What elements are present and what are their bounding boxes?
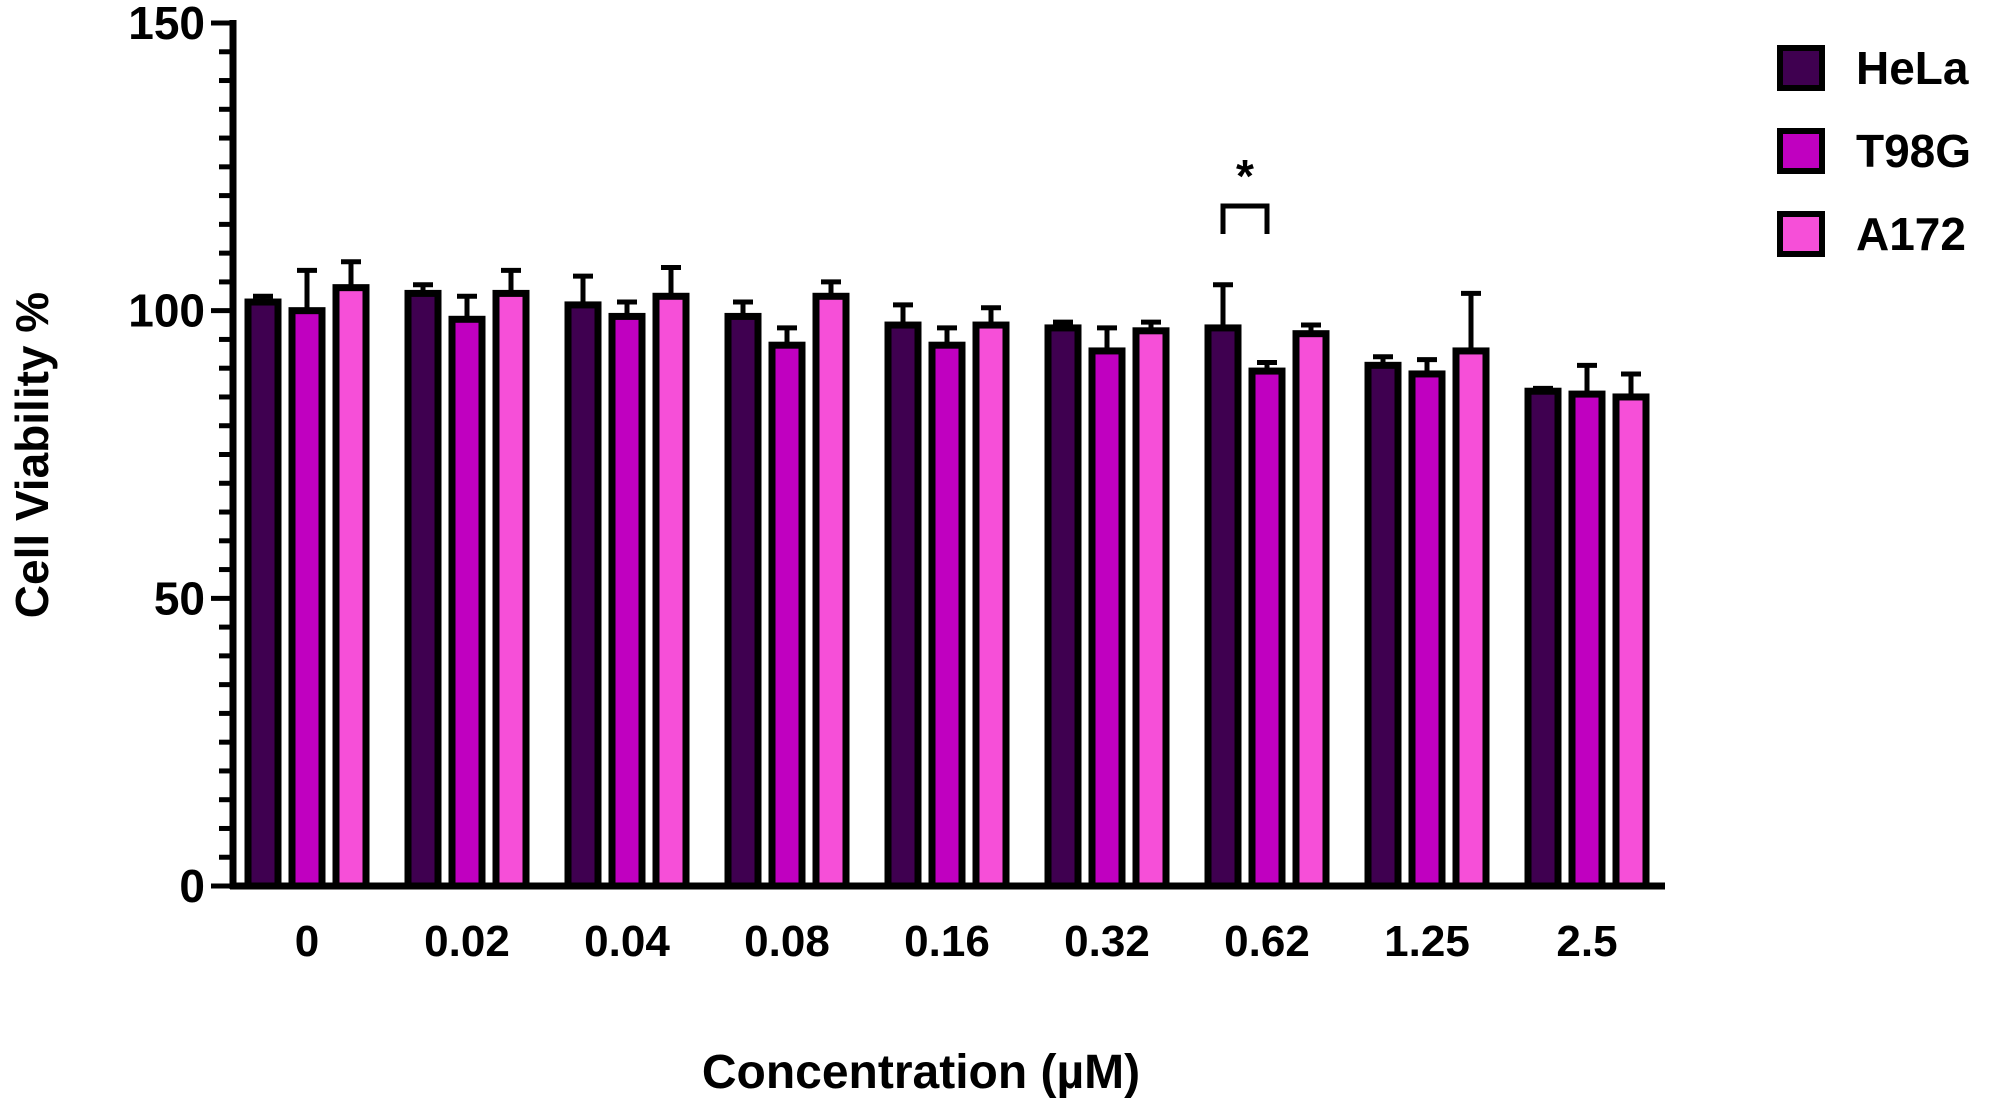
bar-group-a172 <box>972 305 1010 890</box>
bar-group-t98g <box>448 293 486 890</box>
bar-group-t98g <box>1408 357 1446 890</box>
bar <box>1132 327 1170 890</box>
x-tick-label: 0.32 <box>1064 917 1150 966</box>
bar <box>768 341 806 890</box>
bar <box>652 292 690 890</box>
x-tick-label: 0.02 <box>424 917 510 966</box>
bar <box>928 341 966 890</box>
axes-layer: 0 50 100 150 0 0.02 0.04 0.08 0.16 0.32 0.62 1.25 2.… <box>128 0 1665 966</box>
bar-group-t98g <box>608 299 646 890</box>
bar <box>1292 330 1330 890</box>
legend-label: A172 <box>1856 208 1966 260</box>
bar <box>1088 347 1126 890</box>
bar-group-hela <box>404 282 442 890</box>
bar <box>244 298 282 890</box>
bar-group-hela <box>564 273 602 890</box>
bar <box>1452 347 1490 890</box>
y-tick-label: 150 <box>128 0 205 49</box>
x-tick-label: 2.5 <box>1556 917 1617 966</box>
legend-swatch-t98g <box>1777 128 1825 174</box>
x-tick-label: 0.62 <box>1224 917 1310 966</box>
bar <box>404 289 442 890</box>
bar-group-a172 <box>332 259 370 890</box>
bar <box>1568 390 1606 890</box>
bars-layer <box>244 259 1650 890</box>
bar <box>608 312 646 890</box>
x-tick-label: 0.04 <box>584 917 670 966</box>
x-tick-label: 0.16 <box>904 917 990 966</box>
bar-group-t98g <box>1088 325 1126 890</box>
bar <box>1248 367 1286 890</box>
x-tick-label: 0 <box>295 917 319 966</box>
x-tick-label: 0.08 <box>744 917 830 966</box>
bar <box>564 301 602 890</box>
bar <box>1612 393 1650 890</box>
bar <box>448 315 486 890</box>
legend: HeLa T98G A172 <box>1777 42 1971 260</box>
bar <box>972 321 1010 890</box>
y-axis-label: Cell Viability % <box>6 292 58 618</box>
bar-group-a172 <box>1292 322 1330 890</box>
x-tick-label: 1.25 <box>1384 917 1470 966</box>
y-tick-label: 100 <box>128 285 205 337</box>
bar <box>1044 324 1082 890</box>
x-axis-label: Concentration (µM) <box>702 1046 1140 1099</box>
bar-group-a172 <box>1452 290 1490 890</box>
bar <box>724 312 762 890</box>
bar <box>288 307 326 890</box>
bar-group-hela <box>884 302 922 890</box>
significance-annotation: * <box>1220 150 1270 234</box>
bar <box>492 289 530 890</box>
bar <box>884 321 922 890</box>
bar <box>1408 370 1446 890</box>
bar-group-t98g <box>1248 359 1286 890</box>
bar <box>1364 361 1402 890</box>
bar-group-hela <box>1524 385 1562 890</box>
bar <box>812 292 850 890</box>
bar-group-hela <box>724 299 762 890</box>
bar-group-a172 <box>1132 319 1170 890</box>
bar-group-t98g <box>1568 362 1606 890</box>
legend-swatch-a172 <box>1777 211 1825 257</box>
bar <box>1524 387 1562 890</box>
bar-group-a172 <box>1612 371 1650 890</box>
bar-group-t98g <box>288 267 326 890</box>
legend-label: HeLa <box>1856 42 1969 94</box>
legend-label: T98G <box>1856 125 1971 177</box>
bar <box>1204 324 1242 890</box>
bar <box>332 284 370 890</box>
significance-bracket <box>1220 203 1270 234</box>
bar-group-hela <box>1044 319 1082 890</box>
bar-group-a172 <box>492 267 530 890</box>
significance-star: * <box>1236 150 1254 202</box>
legend-swatch-hela <box>1777 45 1825 91</box>
bar-group-a172 <box>812 279 850 890</box>
bar-group-hela <box>244 293 282 890</box>
bar-group-a172 <box>652 265 690 890</box>
bar-group-t98g <box>928 325 966 890</box>
bar-group-hela <box>1204 282 1242 890</box>
bar-group-hela <box>1364 354 1402 890</box>
y-tick-label: 0 <box>179 860 205 912</box>
bar-group-t98g <box>768 325 806 890</box>
y-tick-label: 50 <box>154 572 205 624</box>
